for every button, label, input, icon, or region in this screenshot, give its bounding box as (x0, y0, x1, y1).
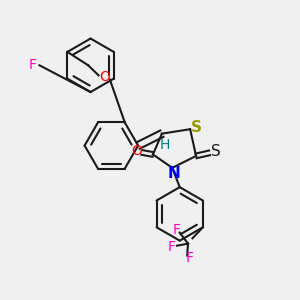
Text: F: F (168, 240, 176, 254)
Text: H: H (160, 138, 170, 152)
Text: F: F (172, 223, 180, 237)
Text: S: S (191, 120, 202, 135)
Text: F: F (28, 58, 37, 72)
Text: N: N (167, 166, 180, 181)
Text: S: S (211, 144, 220, 159)
Text: O: O (131, 145, 142, 158)
Text: O: O (99, 70, 110, 84)
Text: F: F (185, 251, 194, 266)
